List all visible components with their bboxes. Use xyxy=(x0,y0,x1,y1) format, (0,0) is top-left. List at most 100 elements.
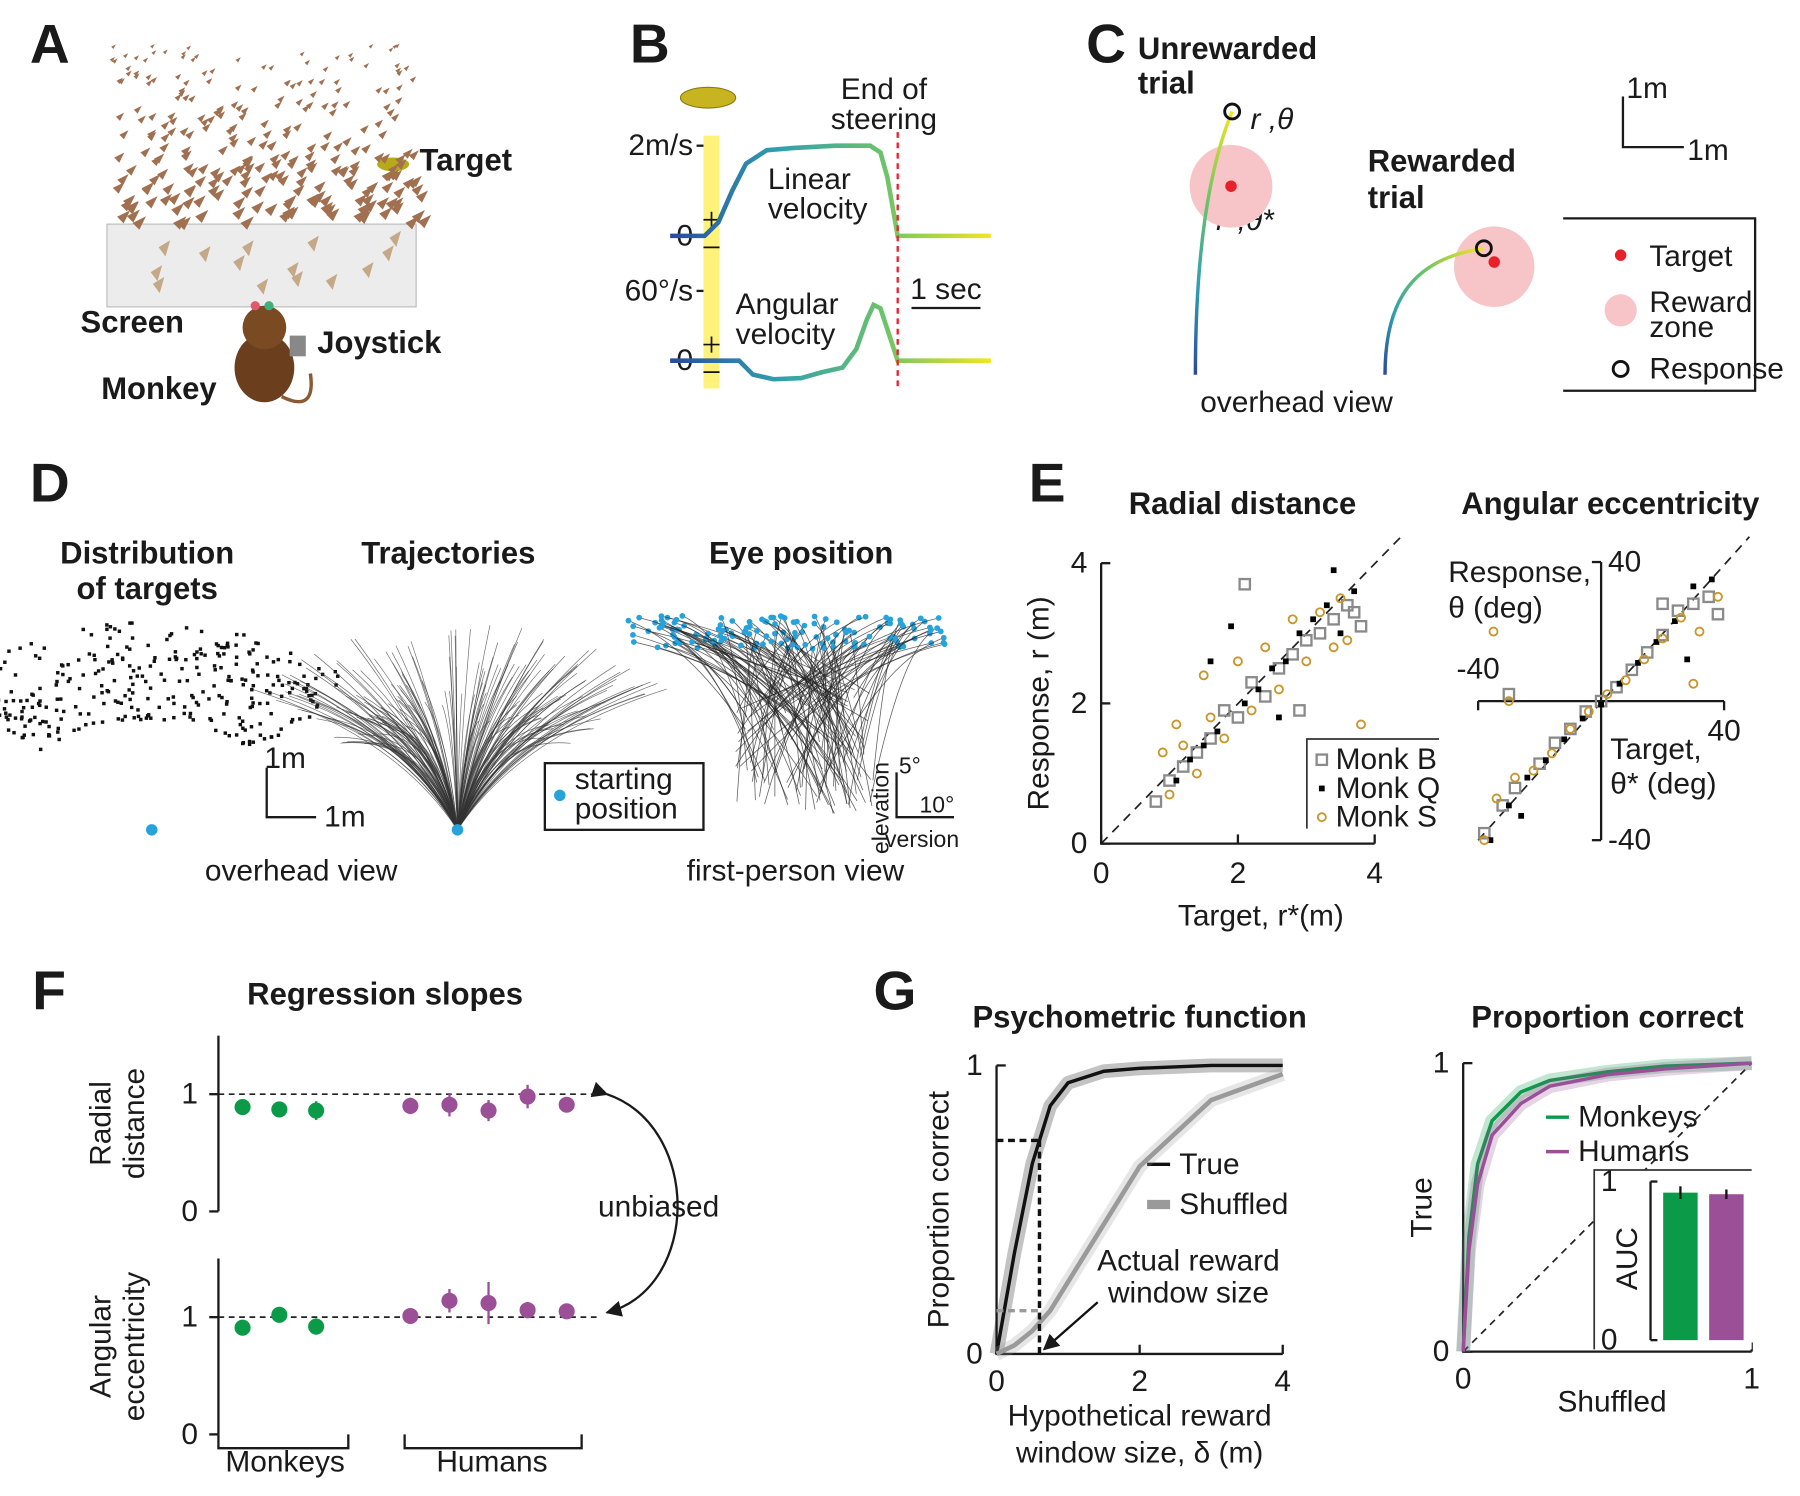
target-dot xyxy=(4,699,8,704)
target-dot xyxy=(217,654,222,658)
target-dot xyxy=(256,674,260,678)
floor-texture xyxy=(277,95,285,103)
floor-texture xyxy=(321,102,329,110)
target-dot xyxy=(258,733,263,737)
x-tick-label: 4 xyxy=(1274,1365,1291,1398)
floor-texture xyxy=(181,145,191,156)
panel-letter: F xyxy=(32,960,66,1022)
floor-texture xyxy=(274,101,282,110)
target-dot xyxy=(6,728,11,732)
target-dot xyxy=(182,705,187,709)
point xyxy=(1255,686,1262,693)
target-dot xyxy=(298,717,302,721)
trajectory xyxy=(352,669,458,830)
point xyxy=(1214,728,1221,735)
target-dot xyxy=(258,701,262,706)
floor-texture xyxy=(408,150,419,161)
target-dot xyxy=(248,705,253,710)
target-dot xyxy=(101,667,105,671)
floor-texture xyxy=(331,101,339,109)
eye-start xyxy=(937,628,944,635)
floor-texture xyxy=(205,78,213,85)
trajectory xyxy=(397,696,458,830)
target-dot xyxy=(77,686,82,691)
target-dot xyxy=(171,695,176,699)
legend-label: Reward xyxy=(1649,286,1752,319)
eye-trace xyxy=(773,617,847,772)
y-tick-label: 60°/s xyxy=(625,274,693,307)
eye-start xyxy=(833,631,839,638)
target-dot xyxy=(226,645,230,649)
trajectory xyxy=(457,681,501,830)
trajectory xyxy=(457,641,544,830)
target-dot xyxy=(194,700,199,705)
target-dot xyxy=(44,720,48,724)
target-dot xyxy=(56,726,61,731)
floor-texture xyxy=(322,204,336,217)
x-tick-label: 0 xyxy=(1455,1363,1472,1396)
floor-texture xyxy=(242,240,254,257)
target-dot xyxy=(214,728,218,733)
annotation: Actual reward xyxy=(1097,1244,1280,1277)
target-dot xyxy=(61,664,65,668)
target-dot xyxy=(320,672,325,677)
point xyxy=(1546,748,1557,759)
trajectory xyxy=(1193,110,1234,375)
floor-texture xyxy=(185,130,195,140)
target-dot xyxy=(100,690,104,695)
trajectory xyxy=(457,628,523,830)
legend-marker xyxy=(1315,753,1329,767)
target-dot xyxy=(152,659,157,663)
target-dot xyxy=(78,712,83,716)
point xyxy=(1315,607,1325,618)
point xyxy=(1330,567,1337,574)
legend-label: Monk S xyxy=(1336,801,1437,834)
target-dot xyxy=(108,625,113,629)
floor-texture xyxy=(269,153,280,165)
floor-texture xyxy=(274,170,286,182)
floor-texture xyxy=(322,66,329,73)
eye-trace xyxy=(856,624,914,781)
response-marker xyxy=(1474,239,1493,258)
target-dot xyxy=(116,700,120,705)
floor-texture xyxy=(348,165,360,177)
target-dot xyxy=(182,711,186,716)
target-dot xyxy=(227,733,232,738)
point xyxy=(1708,576,1715,583)
floor-texture xyxy=(388,47,394,53)
x-tick-label: 2 xyxy=(1230,857,1247,890)
legend-label: starting xyxy=(575,763,673,796)
target-dot xyxy=(136,714,141,719)
target-dot xyxy=(120,718,125,722)
target-dot xyxy=(298,662,302,667)
target-dot xyxy=(27,719,32,723)
floor-texture xyxy=(305,159,317,170)
eye-start xyxy=(763,633,770,639)
floor-texture xyxy=(160,133,170,143)
group-label: Humans xyxy=(436,1445,547,1478)
point xyxy=(1164,789,1175,800)
target-dot xyxy=(262,737,267,741)
floor-texture xyxy=(346,178,358,191)
point xyxy=(1299,633,1313,647)
y-tick-label: 0 xyxy=(181,1195,198,1228)
target-dot xyxy=(192,652,197,657)
point xyxy=(1356,719,1366,730)
target-dot xyxy=(241,740,246,745)
floor-texture xyxy=(201,70,208,77)
curve xyxy=(994,1063,1283,1355)
point xyxy=(1187,756,1193,763)
scale-label: 1m xyxy=(324,801,366,834)
curve xyxy=(995,1071,1284,1357)
target-dot xyxy=(131,669,136,673)
eye-trace xyxy=(632,634,801,721)
x-tick-label: 1 xyxy=(1743,1363,1760,1396)
target-dot xyxy=(166,697,170,701)
floor-texture xyxy=(350,145,361,156)
floor-texture xyxy=(233,255,245,272)
eye-trace xyxy=(791,637,829,727)
target-dot xyxy=(242,633,246,637)
target-dot xyxy=(195,650,199,654)
target-dot xyxy=(107,660,111,664)
target-dot xyxy=(247,739,252,744)
